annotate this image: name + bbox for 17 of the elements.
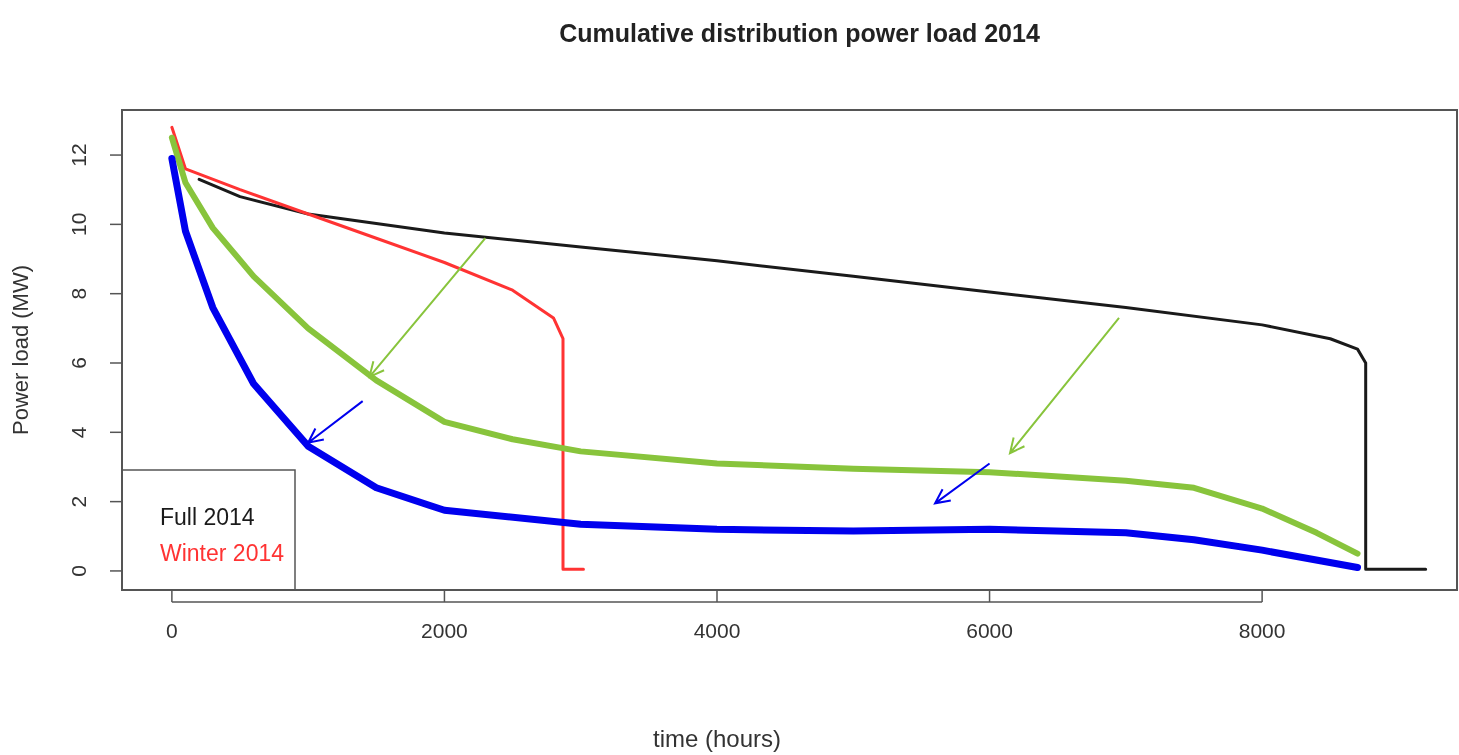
y-tick-label: 4 bbox=[66, 426, 90, 439]
x-tick-label: 4000 bbox=[693, 619, 741, 642]
x-axis-title: time (hours) bbox=[652, 725, 782, 752]
chart-title: Cumulative distribution power load 2014 bbox=[559, 19, 1040, 47]
y-tick-label: 0 bbox=[66, 565, 90, 577]
y-tick-label: 6 bbox=[66, 357, 90, 369]
x-tick-label: 0 bbox=[166, 619, 178, 642]
y-axis-title: Power load (MW) bbox=[8, 265, 33, 435]
y-tick-label: 2 bbox=[66, 495, 90, 508]
x-tick-label: 2000 bbox=[421, 619, 468, 642]
text: Winter 2014 bbox=[160, 540, 285, 566]
y-tick-label: 8 bbox=[66, 287, 90, 300]
x-tick-label: 6000 bbox=[966, 619, 1013, 642]
x-tick-label: 8000 bbox=[1238, 619, 1286, 642]
text: Full 2014 bbox=[160, 504, 255, 530]
y-tick-label: 10 bbox=[66, 212, 90, 237]
y-tick-label: 12 bbox=[66, 143, 90, 167]
